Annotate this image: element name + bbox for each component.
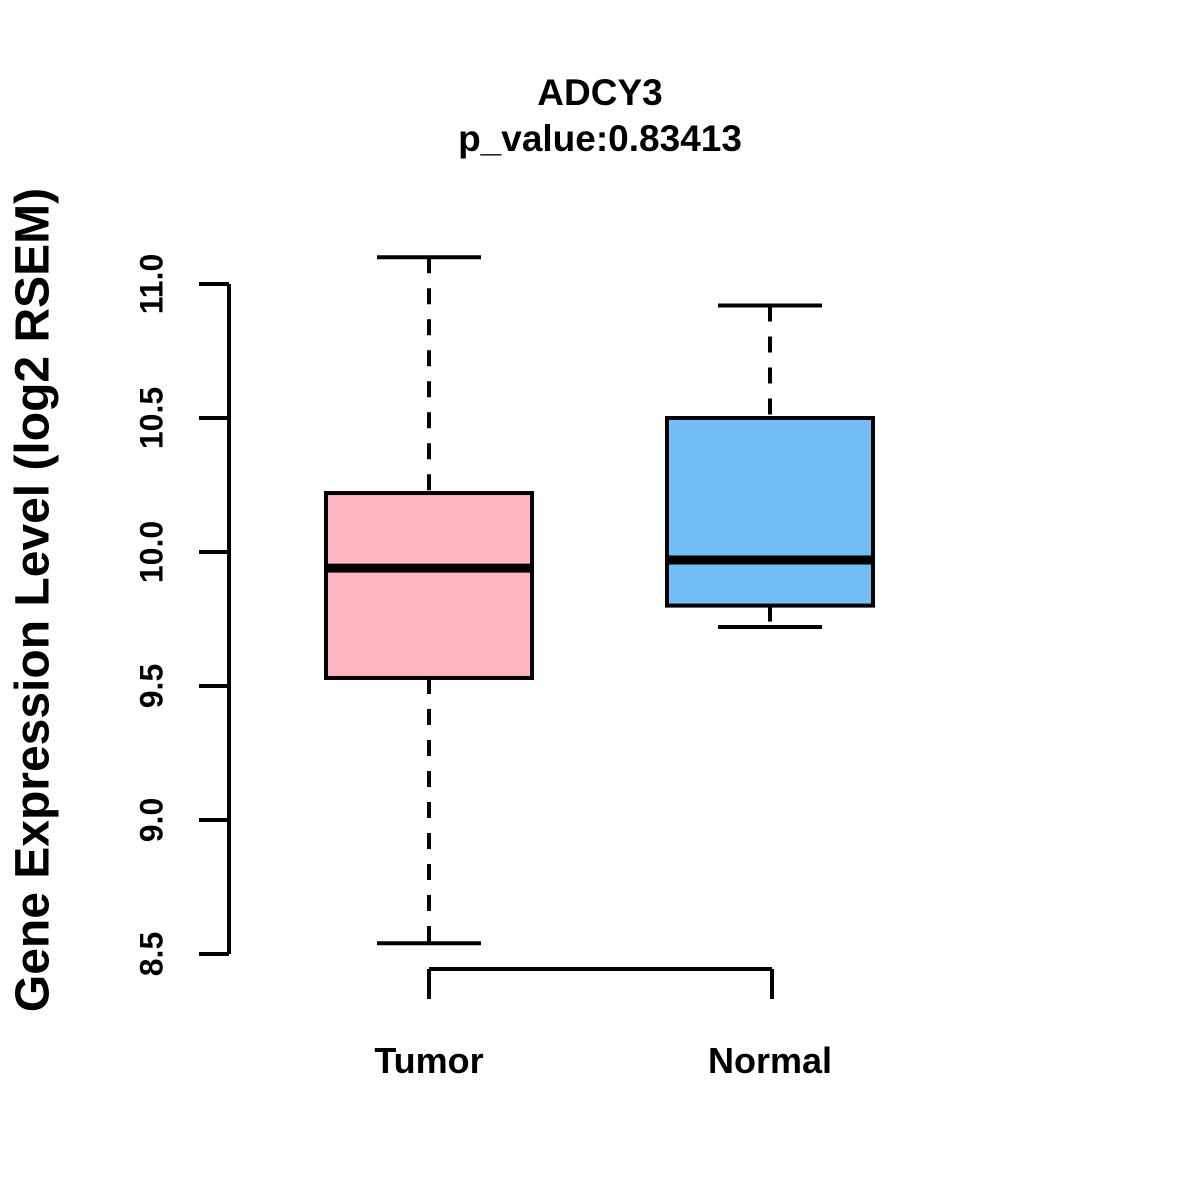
iqr-box [324, 491, 534, 680]
y-tick-label: 11.0 [133, 253, 170, 315]
iqr-box [665, 416, 875, 608]
y-axis-label: Gene Expression Level (log2 RSEM) [6, 187, 60, 1013]
category-label-tumor: Tumor [374, 1040, 484, 1081]
chart-subtitle: p_value:0.83413 [458, 118, 742, 159]
chart-title: ADCY3 [537, 72, 663, 113]
boxplot-tumor [324, 255, 534, 946]
y-tick-label: 9.5 [133, 663, 170, 709]
boxplot-normal [665, 303, 875, 630]
y-tick-label: 9.0 [133, 797, 170, 843]
y-tick-label: 10.5 [133, 386, 170, 450]
y-tick-label: 10.0 [133, 520, 170, 584]
category-label-normal: Normal [707, 1040, 833, 1081]
y-tick-label: 8.5 [133, 931, 170, 977]
